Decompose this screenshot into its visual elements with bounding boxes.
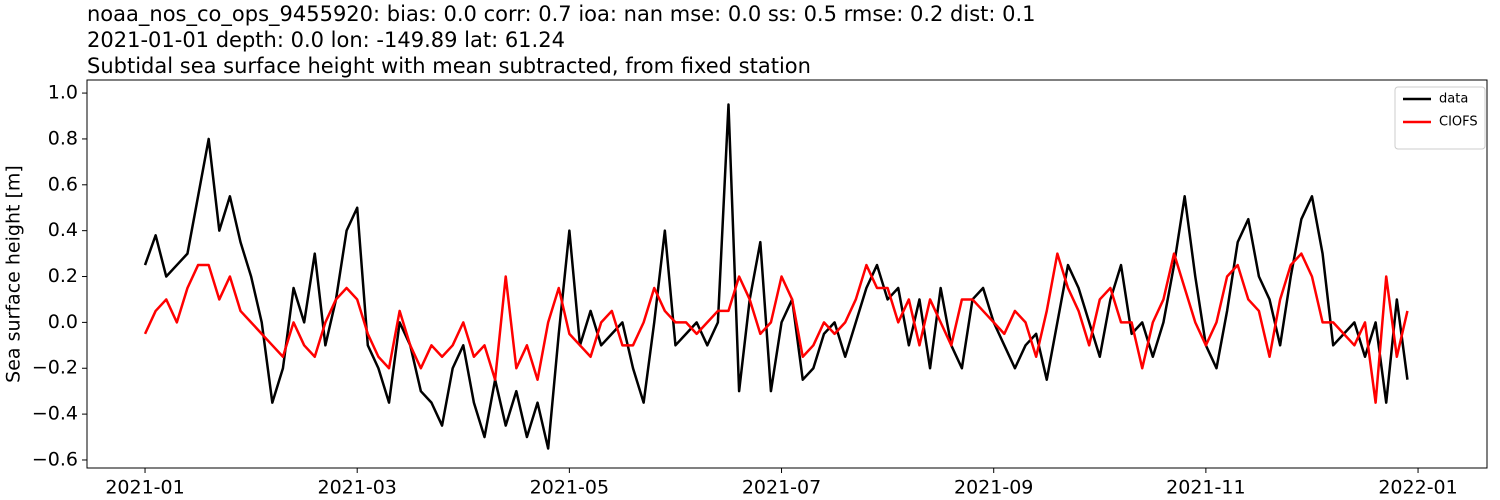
y-tick-label: −0.6 <box>32 448 78 470</box>
legend-box <box>1394 86 1486 150</box>
y-tick-label: 0.4 <box>48 219 78 241</box>
x-tick-label: 2021-01 <box>105 477 184 499</box>
y-tick-label: 0.2 <box>48 265 78 287</box>
plot-frame <box>86 79 1488 469</box>
y-tick-label: 0.8 <box>48 127 78 149</box>
legend-label: CIOFS <box>1439 115 1478 130</box>
x-tick-label: 2021-05 <box>530 477 609 499</box>
legend-label: data <box>1439 92 1468 107</box>
y-tick-label: −0.2 <box>32 357 78 379</box>
x-tick-label: 2021-09 <box>954 477 1033 499</box>
title-line: Subtidal sea surface height with mean su… <box>87 54 811 78</box>
y-axis-label: Sea surface height [m] <box>3 165 25 383</box>
title-line: 2021-01-01 depth: 0.0 lon: -149.89 lat: … <box>87 28 565 52</box>
y-tick-label: −0.4 <box>32 403 78 425</box>
title-line: noaa_nos_co_ops_9455920: bias: 0.0 corr:… <box>87 2 1036 27</box>
x-tick-label: 2021-07 <box>742 477 821 499</box>
y-tick-label: 0.6 <box>48 173 78 195</box>
y-tick-label: 0.0 <box>48 311 78 333</box>
x-tick-label: 2021-03 <box>318 477 397 499</box>
x-tick-label: 2022-01 <box>1378 477 1457 499</box>
y-tick-label: 1.0 <box>48 82 78 104</box>
series-line <box>143 103 1409 450</box>
x-tick-label: 2021-11 <box>1166 477 1245 499</box>
series-line <box>143 252 1409 404</box>
